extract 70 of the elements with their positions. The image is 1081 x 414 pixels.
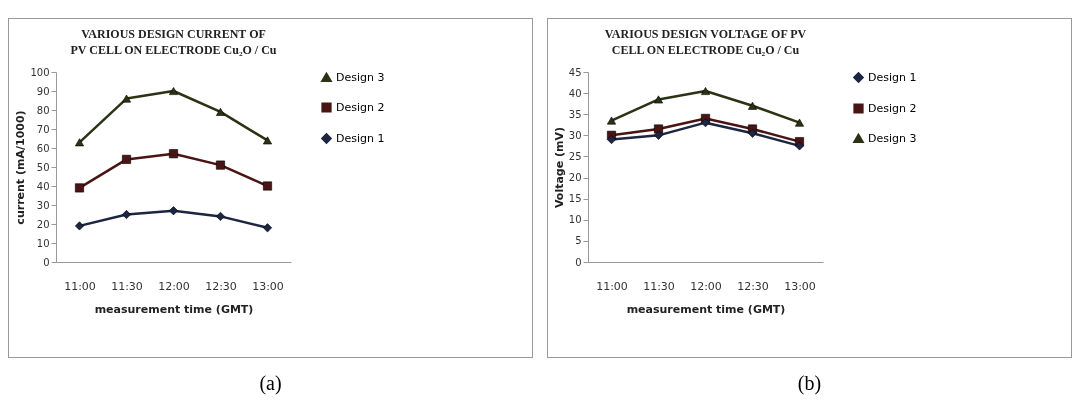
x-tick-label: 11:30 <box>643 279 675 293</box>
point <box>216 211 225 221</box>
point <box>122 94 131 103</box>
y-tick-label: 100 <box>30 66 50 78</box>
point <box>748 101 757 110</box>
x-tick-label: 12:00 <box>158 279 190 293</box>
point <box>216 160 225 170</box>
legend-label: Design 2 <box>868 101 917 115</box>
x-axis-title: measurement time (GMT) <box>626 302 786 316</box>
x-tick-label: 11:00 <box>64 279 96 293</box>
legend-label: Design 2 <box>336 100 385 114</box>
point <box>654 130 663 140</box>
chart-title: VARIOUS DESIGN VOLTAGE OF PV CELL ON ELECTRODE Cu₂O / Cu <box>604 27 807 57</box>
point <box>748 128 757 138</box>
point <box>263 223 272 233</box>
x-tick-label: 12:30 <box>737 279 769 293</box>
legend-label: Design 1 <box>336 131 385 145</box>
point <box>75 221 84 231</box>
y-tick-label: 45 <box>568 66 582 78</box>
y-tick-label: 40 <box>36 180 50 192</box>
y-tick-label: 70 <box>36 123 50 135</box>
point <box>607 116 616 125</box>
legend-label: Design 1 <box>868 70 917 84</box>
point <box>75 183 84 193</box>
legend-label: Design 3 <box>868 131 917 145</box>
point <box>169 87 178 95</box>
point <box>795 118 804 127</box>
y-tick-label: 35 <box>568 108 582 120</box>
y-tick-label: 10 <box>36 237 50 249</box>
x-tick-label: 13:00 <box>784 279 816 293</box>
point <box>795 141 804 151</box>
point <box>654 95 663 104</box>
y-tick-label: 20 <box>568 172 582 184</box>
point <box>169 206 178 216</box>
y-tick-label: 50 <box>36 161 50 173</box>
point <box>122 210 131 219</box>
y-tick-label: 25 <box>568 150 582 162</box>
point <box>263 181 272 191</box>
text: (b) <box>796 372 823 395</box>
y-tick-label: 90 <box>36 85 50 97</box>
y-tick-label: 40 <box>568 87 582 99</box>
y-tick-label: 0 <box>575 256 582 268</box>
y-tick-label: 30 <box>568 129 582 141</box>
y-tick-label: 15 <box>568 193 582 205</box>
legend-label: Design 3 <box>336 70 385 84</box>
x-axis-title: measurement time (GMT) <box>94 302 254 316</box>
point <box>701 87 710 95</box>
point <box>607 135 616 145</box>
y-tick-label: 60 <box>36 142 50 154</box>
point <box>169 149 178 159</box>
x-tick-label: 12:30 <box>205 279 237 293</box>
y-tick-label: 0 <box>43 256 50 268</box>
point <box>122 154 131 164</box>
chart-title: VARIOUS DESIGN CURRENT OF PV CELL ON ELECTRODE Cu₂O / Cu <box>70 27 277 57</box>
y-tick-label: 30 <box>36 199 50 211</box>
x-tick-label: 12:00 <box>690 279 722 293</box>
y-axis-title: Voltage (mV) <box>552 126 566 209</box>
y-axis-title: current (mA/1000) <box>14 110 28 225</box>
y-tick-label: 20 <box>36 218 50 230</box>
y-tick-label: 80 <box>36 104 50 116</box>
point <box>701 118 710 128</box>
x-tick-label: 11:30 <box>111 279 143 293</box>
y-tick-label: 5 <box>575 235 582 247</box>
point <box>75 138 84 147</box>
point <box>263 136 272 145</box>
y-tick-label: 10 <box>568 214 582 226</box>
point <box>216 107 225 116</box>
x-tick-label: 13:00 <box>252 279 284 293</box>
text: (a) <box>258 372 283 395</box>
x-tick-label: 11:00 <box>596 279 628 293</box>
